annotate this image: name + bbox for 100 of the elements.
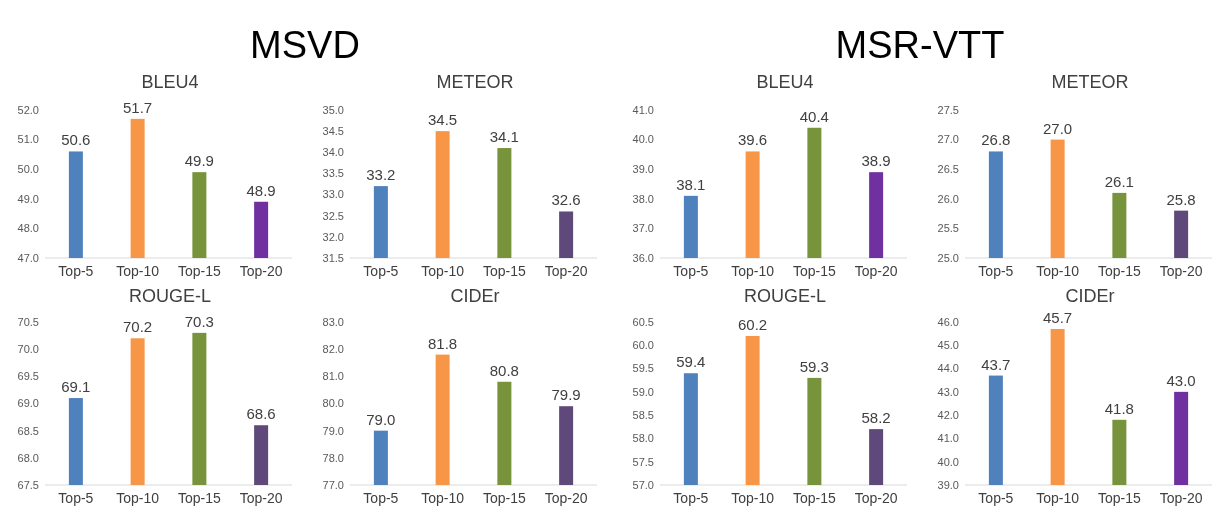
data-label: 43.0 [1166, 371, 1196, 389]
y-tick-label: 51.0 [17, 133, 39, 146]
data-label: 49.9 [184, 152, 214, 170]
y-tick-label: 25.5 [937, 222, 959, 235]
data-label: 32.6 [551, 191, 581, 209]
x-tick-label: Top-20 [854, 263, 898, 279]
y-tick-label: 27.0 [937, 133, 959, 146]
data-label: 68.6 [246, 405, 276, 423]
y-tick-label: 32.0 [322, 230, 344, 243]
x-tick-label: Top-10 [731, 490, 775, 506]
data-label: 81.8 [428, 334, 458, 352]
y-tick-label: 60.0 [632, 339, 654, 352]
y-tick-label: 58.0 [632, 432, 654, 445]
y-tick-label: 31.5 [322, 251, 344, 264]
y-tick-label: 52.0 [17, 103, 39, 116]
y-tick-label: 49.0 [17, 192, 39, 205]
x-tick-label: Top-10 [116, 263, 160, 279]
x-tick-label: Top-5 [363, 490, 399, 506]
data-label: 34.5 [428, 111, 458, 129]
chart-title: CIDEr [1065, 286, 1115, 306]
x-tick-label: Top-20 [1159, 263, 1203, 279]
x-tick-label: Top-5 [363, 263, 399, 279]
y-tick-label: 41.0 [632, 103, 654, 116]
x-tick-label: Top-15 [177, 263, 221, 279]
chart-title: ROUGE-L [128, 286, 212, 306]
y-tick-label: 60.5 [632, 315, 654, 328]
chart-title: METEOR [436, 72, 514, 92]
text: MSVD [250, 24, 360, 66]
chart-title: BLEU4 [141, 72, 199, 92]
y-tick-label: 77.0 [322, 478, 344, 491]
y-tick-label: 32.5 [322, 209, 344, 222]
data-label: 26.1 [1104, 172, 1134, 190]
y-tick-label: 39.0 [632, 163, 654, 176]
y-tick-label: 36.0 [632, 251, 654, 264]
x-tick-label: Top-10 [421, 263, 465, 279]
x-tick-label: Top-10 [116, 490, 160, 506]
x-tick-label: Top-20 [239, 490, 283, 506]
x-tick-label: Top-15 [177, 490, 221, 506]
y-tick-label: 80.0 [322, 397, 344, 410]
x-tick-label: Top-10 [731, 263, 775, 279]
x-tick-label: Top-15 [792, 490, 836, 506]
y-tick-label: 39.0 [937, 478, 959, 491]
data-label: 38.9 [861, 152, 891, 170]
y-tick-label: 35.0 [322, 103, 344, 116]
y-tick-label: 44.0 [937, 362, 959, 375]
x-tick-label: Top-20 [544, 490, 588, 506]
data-label: 50.6 [61, 131, 91, 149]
y-tick-label: 41.0 [937, 432, 959, 445]
data-label: 80.8 [489, 361, 519, 379]
y-tick-label: 38.0 [632, 192, 654, 205]
data-label: 26.8 [981, 131, 1011, 149]
y-tick-label: 57.5 [632, 455, 654, 468]
x-tick-label: Top-20 [239, 263, 283, 279]
y-tick-label: 43.0 [937, 385, 959, 398]
y-tick-label: 83.0 [322, 315, 344, 328]
data-label: 40.4 [799, 107, 829, 125]
y-tick-label: 33.5 [322, 167, 344, 180]
y-tick-label: 37.0 [632, 222, 654, 235]
y-tick-label: 57.0 [632, 478, 654, 491]
y-tick-label: 46.0 [937, 315, 959, 328]
data-label: 34.1 [489, 128, 519, 146]
x-tick-label: Top-20 [1159, 490, 1203, 506]
data-label: 60.2 [738, 315, 768, 333]
y-tick-label: 67.5 [17, 478, 39, 491]
x-tick-label: Top-20 [544, 263, 588, 279]
data-label: 59.3 [799, 357, 829, 375]
x-tick-label: Top-15 [482, 490, 526, 506]
y-tick-label: 27.5 [937, 103, 959, 116]
data-label: 79.0 [366, 410, 396, 428]
data-label: 41.8 [1104, 399, 1134, 417]
y-tick-label: 82.0 [322, 343, 344, 356]
y-tick-label: 58.5 [632, 408, 654, 421]
data-label: 58.2 [861, 409, 891, 427]
y-tick-label: 68.0 [17, 451, 39, 464]
data-label: 59.4 [676, 353, 706, 371]
y-tick-label: 79.0 [322, 424, 344, 437]
chart-title: BLEU4 [756, 72, 814, 92]
x-tick-label: Top-5 [58, 263, 94, 279]
y-tick-label: 42.0 [937, 408, 959, 421]
y-tick-label: 33.0 [322, 188, 344, 201]
data-label: 70.3 [184, 312, 214, 330]
y-tick-label: 40.0 [632, 133, 654, 146]
data-label: 45.7 [1043, 308, 1073, 326]
y-tick-label: 50.0 [17, 163, 39, 176]
data-label: 69.1 [61, 378, 91, 396]
x-tick-label: Top-5 [673, 490, 709, 506]
y-tick-label: 34.0 [322, 146, 344, 159]
y-tick-label: 68.5 [17, 424, 39, 437]
chart-title: ROUGE-L [743, 286, 827, 306]
y-tick-label: 69.5 [17, 370, 39, 383]
y-tick-label: 26.0 [937, 192, 959, 205]
x-tick-label: Top-15 [482, 263, 526, 279]
y-tick-label: 59.0 [632, 385, 654, 398]
data-label: 27.0 [1043, 119, 1073, 137]
y-tick-label: 59.5 [632, 362, 654, 375]
x-tick-label: Top-5 [673, 263, 709, 279]
x-tick-label: Top-5 [978, 263, 1014, 279]
x-tick-label: Top-15 [1097, 490, 1141, 506]
x-tick-label: Top-5 [58, 490, 94, 506]
data-label: 39.6 [738, 131, 768, 149]
